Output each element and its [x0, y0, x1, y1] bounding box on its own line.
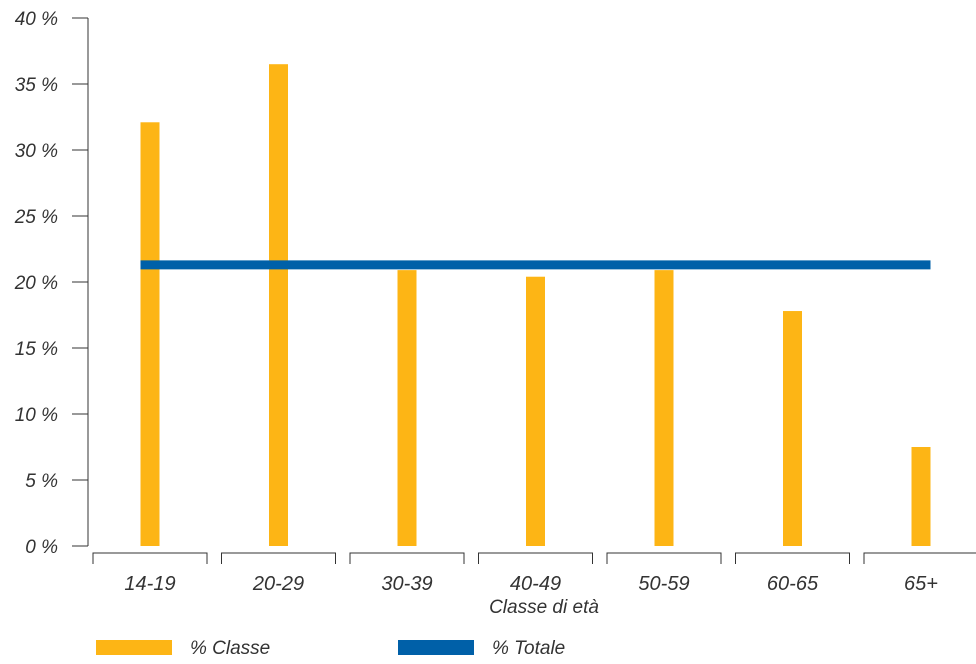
bar	[397, 270, 417, 546]
bar-series	[140, 64, 931, 546]
y-tick-label: 30 %	[15, 141, 58, 162]
y-tick-label: 35 %	[15, 75, 58, 96]
x-tick-label: 60-65	[767, 573, 819, 595]
y-tick-label: 40 %	[15, 9, 58, 30]
x-category-bracket	[478, 552, 593, 564]
x-tick-label: 20-29	[252, 573, 304, 595]
x-tick-label: 30-39	[381, 573, 432, 595]
x-tick-label: 65+	[904, 573, 938, 595]
y-tick-label: 20 %	[14, 273, 58, 294]
bar	[269, 64, 288, 546]
legend-swatch-classe	[96, 640, 172, 655]
x-tick-label: 50-59	[638, 573, 689, 595]
x-category-bracket	[735, 552, 850, 564]
x-category-bracket	[863, 552, 976, 564]
bar	[654, 270, 674, 546]
x-tick-label: 40-49	[510, 573, 561, 595]
bar	[140, 122, 160, 546]
y-tick-label: 10 %	[15, 405, 58, 426]
bar	[526, 276, 545, 546]
bar	[911, 447, 931, 546]
x-category-bracket	[349, 552, 465, 564]
y-tick-label: 25 %	[14, 207, 58, 228]
legend-swatch-totale	[398, 640, 474, 655]
legend-label-totale: % Totale	[492, 638, 565, 659]
legend: % Classe % Totale	[96, 638, 565, 659]
bar	[783, 311, 802, 546]
y-tick-label: 5 %	[25, 471, 58, 492]
legend-label-classe: % Classe	[190, 638, 270, 659]
y-tick-label: 15 %	[15, 339, 58, 360]
x-category-bracket	[221, 552, 336, 564]
x-category-bracket	[92, 552, 208, 564]
x-axis: 14-19 20-29 30-39 40-49 50-59 60-65 65+	[92, 552, 976, 595]
y-tick-label: 0 %	[25, 537, 58, 558]
x-axis-label: Classe di età	[489, 597, 599, 618]
y-axis: 0 % 5 % 10 % 15 % 20 % 25 % 30 % 35 % 40 %	[14, 9, 89, 558]
x-category-bracket	[606, 552, 722, 564]
x-tick-label: 14-19	[124, 573, 175, 595]
